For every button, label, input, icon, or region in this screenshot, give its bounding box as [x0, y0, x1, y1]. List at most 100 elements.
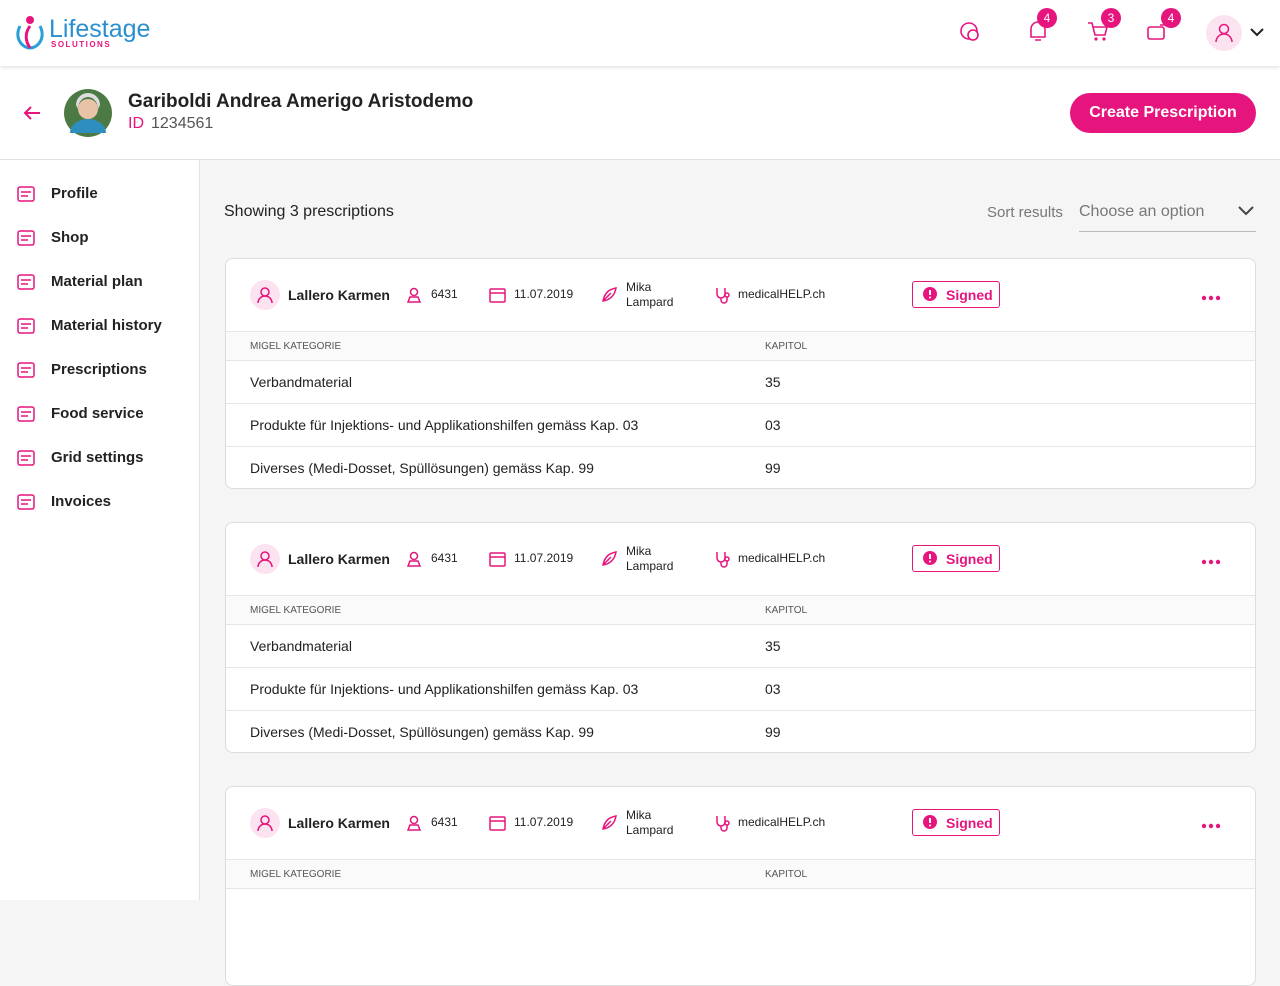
- doctor-icon: [601, 286, 619, 309]
- cell: 35: [765, 374, 781, 390]
- date-icon: [489, 550, 507, 573]
- sort-label: Sort results: [987, 204, 1063, 221]
- provider-icon-svg: [716, 552, 730, 568]
- more-menu: [1201, 817, 1221, 835]
- nav-item[interactable]: Shop: [0, 228, 199, 250]
- date-icon-svg: [489, 816, 506, 831]
- status-badge: Signed: [912, 545, 1000, 572]
- nav-label: Food service: [51, 405, 144, 422]
- nav-item[interactable]: Profile: [0, 184, 199, 206]
- doctor: Mika Lampard: [626, 808, 674, 837]
- column-title: MIGEL KATEGORIE: [250, 341, 342, 352]
- sort-placeholder: Choose an option: [1079, 203, 1205, 220]
- date: 11.07.2019: [514, 551, 574, 565]
- code-icon-svg: [406, 815, 422, 831]
- status: Signed: [946, 815, 993, 831]
- provider-icon-svg: [716, 288, 730, 304]
- more-menu: [1201, 289, 1221, 307]
- cell: 99: [765, 724, 781, 740]
- id-label: ID: [128, 115, 144, 132]
- nav-label: Prescriptions: [51, 361, 147, 378]
- nav-item[interactable]: Prescriptions: [0, 360, 199, 382]
- more-menu-svg: [1201, 559, 1221, 565]
- doctor-icon-svg: [602, 287, 617, 302]
- code-icon-svg: [406, 551, 422, 567]
- provider: medicalHELP.ch: [738, 815, 826, 829]
- status: Signed: [946, 551, 993, 567]
- cell: Verbandmaterial: [250, 638, 352, 654]
- table-row: Produkte für Injektions- und Applikation…: [226, 668, 1255, 711]
- prescription-card: Lallero Karmen 6431 11.07.2019 Mika Lampard…: [225, 258, 1256, 489]
- patient-avatar-svg: [250, 808, 280, 838]
- status-icon: [923, 287, 937, 306]
- patient-avatar: [250, 808, 280, 843]
- nav-item[interactable]: Material plan: [0, 272, 199, 294]
- nav-label: Material plan: [51, 273, 143, 290]
- patient-avatar: [64, 89, 112, 137]
- logo: Lifestage: [49, 15, 151, 43]
- nav-item[interactable]: Invoices: [0, 492, 199, 514]
- prescription-card: Lallero Karmen 6431 11.07.2019 Mika Lampard…: [225, 522, 1256, 753]
- nav-icon-svg: [17, 450, 35, 466]
- nav-item[interactable]: Grid settings: [0, 448, 199, 470]
- sort-select[interactable]: Choose an option: [1079, 195, 1256, 232]
- provider: medicalHELP.ch: [738, 551, 826, 565]
- column-title: MIGEL KATEGORIE: [250, 605, 342, 616]
- status-icon: [923, 551, 937, 570]
- column-header: MIGEL KATEGORIE KAPITOL: [226, 331, 1255, 361]
- date-icon: [489, 286, 507, 309]
- chevron: [1238, 206, 1254, 216]
- nav-item[interactable]: Material history: [0, 316, 199, 338]
- column-header: MIGEL KATEGORIE KAPITOL: [226, 595, 1255, 625]
- user-menu[interactable]: [1206, 15, 1270, 51]
- code-icon: [406, 286, 422, 309]
- status-icon-svg: [923, 815, 937, 829]
- patient-avatar-svg: [250, 544, 280, 574]
- cart-icon[interactable]: [1086, 20, 1110, 44]
- doctor-icon-svg: [602, 815, 617, 830]
- nav-icon-svg: [17, 318, 35, 334]
- nav-icon-svg: [17, 406, 35, 422]
- more-menu-svg: [1201, 823, 1221, 829]
- doctor-icon: [601, 814, 619, 837]
- date-icon-svg: [489, 552, 506, 567]
- status-badge: Signed: [912, 281, 1000, 308]
- nav-icon: [16, 361, 36, 386]
- provider-icon-svg: [716, 816, 730, 832]
- nav-icon-svg: [17, 494, 35, 510]
- code-icon-svg: [406, 287, 422, 303]
- sidebar: Profile Shop Material plan Material history…: [0, 160, 200, 900]
- code-icon: [406, 550, 422, 573]
- badge: 4: [1161, 8, 1181, 28]
- status-badge: Signed: [912, 809, 1000, 836]
- date: 11.07.2019: [514, 287, 574, 301]
- patient-bar: Gariboldi Andrea Amerigo Aristodemo ID 1…: [0, 66, 1280, 160]
- date-icon: [489, 814, 507, 837]
- nav-item[interactable]: Food service: [0, 404, 199, 426]
- column-header: MIGEL KATEGORIE KAPITOL: [226, 859, 1255, 889]
- nav-icon: [16, 449, 36, 474]
- nav-icon: [16, 493, 36, 518]
- date-icon-svg: [489, 288, 506, 303]
- cell: Diverses (Medi-Dosset, Spüllösungen) gem…: [250, 460, 594, 476]
- patient-name: Lallero Karmen: [288, 287, 390, 303]
- patient-avatar: [250, 280, 280, 315]
- column-title: KAPITOL: [765, 869, 808, 880]
- cell: 03: [765, 417, 781, 433]
- patient-name: Lallero Karmen: [288, 551, 390, 567]
- doctor: Mika Lampard: [626, 280, 674, 309]
- cell: Diverses (Medi-Dosset, Spüllösungen) gem…: [250, 724, 594, 740]
- nav-label: Profile: [51, 185, 98, 202]
- patient-avatar-svg: [250, 280, 280, 310]
- chat-icon[interactable]: [958, 20, 982, 44]
- create-button[interactable]: Create Prescription: [1070, 93, 1256, 133]
- nav-icon: [16, 405, 36, 430]
- prescription-card: Lallero Karmen 6431 11.07.2019 Mika Lampard…: [225, 786, 1256, 986]
- nav-label: Material history: [51, 317, 162, 334]
- patient-name: Lallero Karmen: [288, 815, 390, 831]
- cell: Produkte für Injektions- und Applikation…: [250, 417, 639, 433]
- back-button[interactable]: [22, 104, 42, 122]
- nav-label: Shop: [51, 229, 89, 246]
- column-title: MIGEL KATEGORIE: [250, 869, 342, 880]
- status: Signed: [946, 287, 993, 303]
